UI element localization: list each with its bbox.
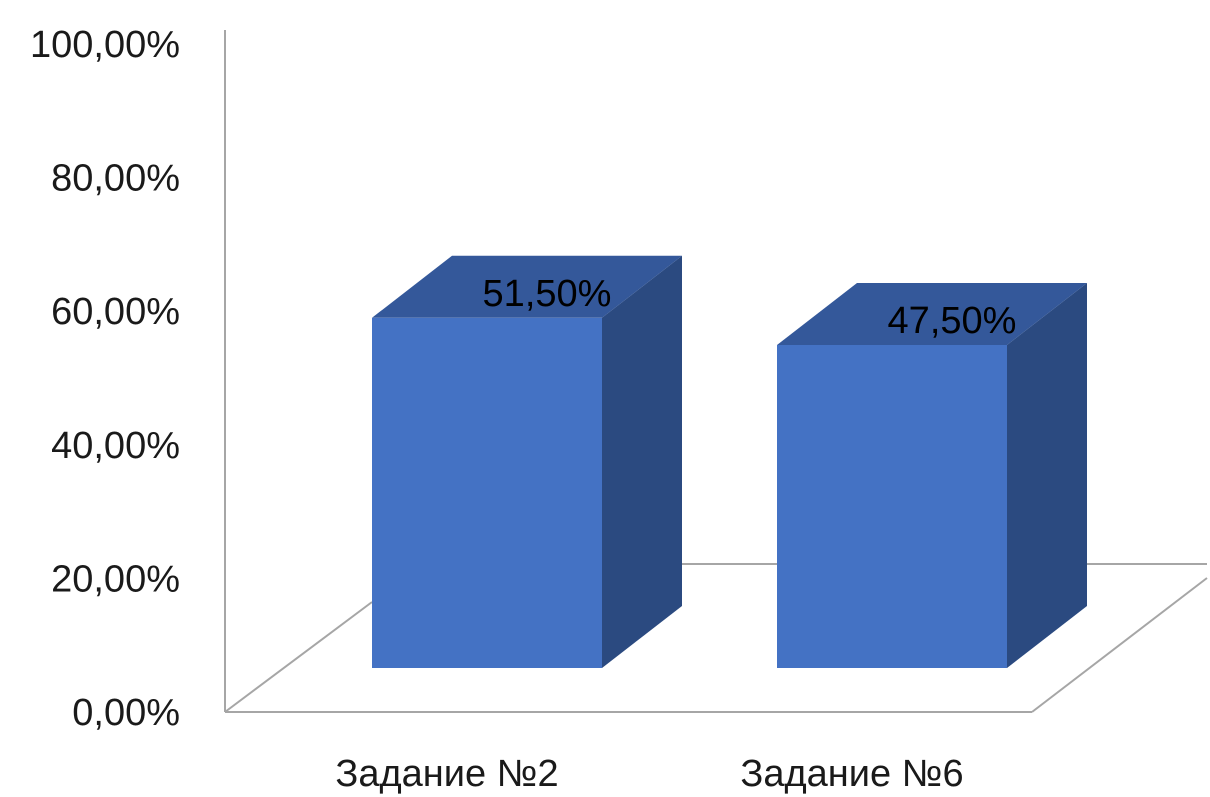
y-tick-label: 80,00%	[51, 158, 180, 200]
floor-right-edge	[1031, 577, 1208, 713]
chart-bars: 51,50% 47,50%	[372, 255, 1087, 669]
bar-group: 51,50%	[372, 255, 682, 669]
bar-side	[1007, 283, 1087, 668]
bar-side	[602, 255, 682, 669]
data-label: 51,50%	[483, 273, 612, 315]
bar	[777, 345, 1007, 668]
floor-left-edge	[224, 601, 373, 713]
y-tick-label: 0,00%	[72, 692, 180, 734]
bar-top	[372, 255, 682, 318]
bar-group: 47,50%	[777, 283, 1087, 668]
y-tick-label: 20,00%	[51, 558, 180, 600]
y-tick-label: 100,00%	[30, 24, 180, 66]
y-tick-label: 60,00%	[51, 291, 180, 333]
data-label: 47,50%	[888, 300, 1017, 342]
bar	[372, 317, 602, 668]
x-tick-label: Задание №6	[740, 753, 963, 795]
bar-top	[777, 283, 1087, 345]
x-axis-labels: Задание №2 Задание №6	[335, 753, 963, 795]
y-tick-label: 40,00%	[51, 425, 180, 467]
y-axis-ticks: 0,00% 20,00% 40,00% 60,00% 80,00% 100,00%	[30, 24, 180, 734]
x-tick-label: Задание №2	[335, 753, 558, 795]
